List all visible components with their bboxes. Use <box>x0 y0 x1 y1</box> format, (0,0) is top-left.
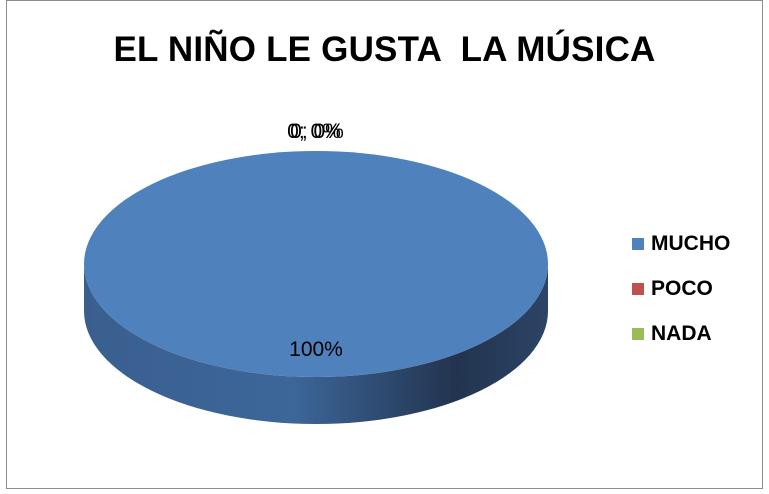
chart-title: EL NIÑO LE GUSTA LA MÚSICA <box>113 30 656 69</box>
legend-item-nada: NADA <box>632 322 712 346</box>
data-label-mucho: 100% <box>289 338 343 361</box>
pie-slice-mucho <box>84 151 548 377</box>
legend-label-mucho: MUCHO <box>651 232 731 255</box>
legend-item-poco: POCO <box>632 277 713 301</box>
legend-swatch-poco <box>632 283 644 295</box>
legend-item-mucho: MUCHO <box>632 232 730 256</box>
legend-label-nada: NADA <box>651 322 712 345</box>
legend-label-poco: POCO <box>651 277 713 300</box>
legend-swatch-mucho <box>632 238 644 250</box>
pie-slice-mucho-side <box>84 264 548 424</box>
data-label-nada: 0; 0% <box>290 120 344 143</box>
legend-swatch-nada <box>632 328 644 340</box>
data-label-poco: 0; 0% <box>287 120 341 143</box>
